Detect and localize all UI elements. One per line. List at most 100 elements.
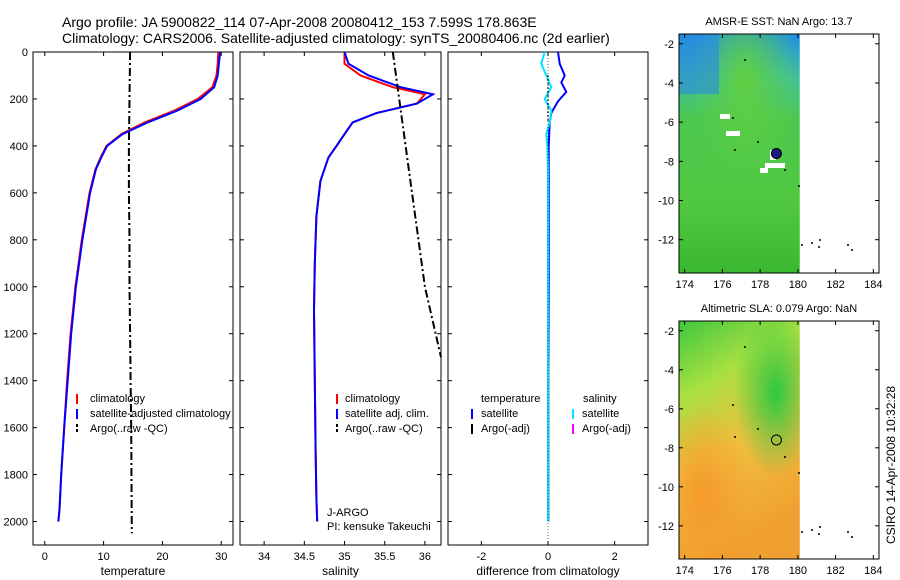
series-line-1 [57,51,220,522]
island-dot [784,456,786,458]
missing-data-patch [726,131,740,136]
y-tick-label: 1600 [4,423,28,435]
y-tick-label: -8 [664,156,674,168]
y-tick-label: 1800 [4,470,28,482]
island-dot [811,242,813,244]
series-line-1 [547,51,568,522]
legend-entry: Argo(-adj) [582,423,631,435]
map-frame [678,33,880,274]
y-tick-label: 400 [10,141,28,153]
legend-entry: satellite-adjusted climatology [90,408,231,420]
x-tick-label: 184 [864,279,882,291]
y-tick-label: -6 [664,404,674,416]
series-line-1 [312,52,427,522]
x-axis-label: difference from climatology [476,564,619,578]
legend-entry: Argo(..raw -QC) [345,423,423,435]
legend-entry: climatology [345,393,401,405]
island-dot [744,59,746,61]
x-tick-label: 35 [338,551,350,563]
island-dot [801,244,803,246]
x-tick-label: 174 [675,565,693,577]
y-tick-label: 1000 [4,282,28,294]
axes-frame [32,51,234,546]
island-dot [798,185,800,187]
island-dot [734,149,736,151]
y-tick-label: -8 [664,443,674,455]
y-tick-label: -6 [664,117,674,129]
island-dot [734,436,736,438]
series-line-2 [57,51,222,522]
x-tick-label: 174 [675,279,693,291]
x-tick-label: 182 [826,279,844,291]
annotation-line: PI: kensuke Takeuchi [327,521,431,533]
island-dot [847,244,849,246]
x-tick-label: -2 [476,551,486,563]
profile-panel-2: 34 34.5 35 35.5 36 salinity climatology satelli… [239,51,442,578]
legend-entry: climatology [90,393,146,405]
x-tick-label: 36 [419,551,431,563]
island-dot [851,536,853,538]
y-tick-label: -2 [664,326,674,338]
island-dot [811,529,813,531]
x-tick-label: 180 [789,279,807,291]
y-tick-label: -2 [664,39,674,51]
x-tick-label: 180 [789,565,807,577]
map-panel-2: 174 176 178 180 182 184 -2 -4 -6 -8 -10 -12 Altimetr… [658,303,882,577]
header-line1: Argo profile: JA 5900822_114 07-Apr-2008… [62,14,537,30]
island-dot [819,526,821,528]
x-tick-label: 2 [612,551,618,563]
map-title: Altimetric SLA: 0.079 Argo: NaN [701,303,858,315]
series-line-3 [127,51,133,534]
x-tick-label: 184 [864,565,882,577]
y-tick-label: 0 [22,47,28,59]
annotation-line: J-ARGO [327,507,369,519]
y-tick-label: 200 [10,94,28,106]
legend-entry: Argo(-adj) [481,423,530,435]
legend-title: temperature [481,393,540,405]
y-tick-label: 800 [10,235,28,247]
island-dot [757,141,759,143]
x-tick-label: 178 [751,565,769,577]
missing-data-patch [765,163,785,168]
island-dot [818,246,820,248]
x-tick-label: 30 [215,551,227,563]
y-tick-label: 600 [10,188,28,200]
island-dot [801,531,803,533]
legend-entry: satellite [582,408,619,420]
y-tick-label: 1400 [4,376,28,388]
x-axis-label: salinity [322,564,359,578]
axes-frame [239,51,442,546]
y-tick-label: -4 [664,78,674,90]
y-tick-label: -4 [664,365,674,377]
island-dot [732,404,734,406]
missing-data-patch [760,168,768,173]
x-tick-label: 176 [713,565,731,577]
argo-position-marker [770,147,782,159]
argo-position-marker [770,434,782,446]
x-axis-label: temperature [101,564,166,578]
sla-field-overlay2 [679,321,800,559]
legend-title: salinity [583,393,617,405]
island-dot [784,169,786,171]
profile-panel-1: 0 10 20 30 0 200 400 600 800 1000 1200 1400 1600 1800… [4,47,234,578]
y-tick-label: -10 [658,196,674,208]
x-tick-label: 182 [826,565,844,577]
series-line-3 [391,51,442,358]
island-dot [757,428,759,430]
x-tick-label: 10 [97,551,109,563]
island-dot [798,472,800,474]
header-line2: Climatology: CARS2006. Satellite-adjuste… [62,30,610,46]
x-tick-label: 0 [42,551,48,563]
x-tick-label: 0 [545,551,551,563]
y-tick-label: -12 [658,521,674,533]
series-line-2 [312,51,436,522]
x-tick-label: 178 [751,279,769,291]
x-tick-label: 20 [156,551,168,563]
island-dot [847,531,849,533]
island-dot [732,117,734,119]
island-dot [819,239,821,241]
legend-entry: Argo(..raw -QC) [90,423,168,435]
x-tick-label: 34.5 [294,551,315,563]
